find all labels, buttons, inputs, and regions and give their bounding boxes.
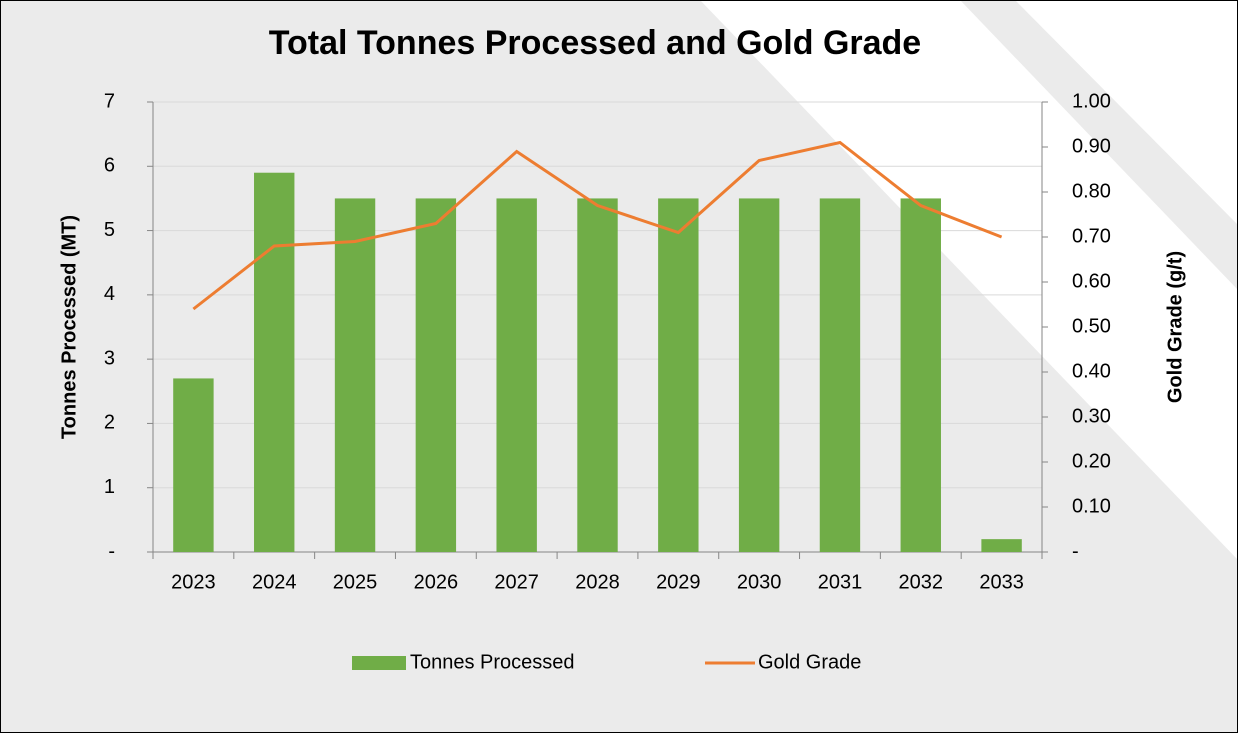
y2-tick-label: 0.90 <box>1072 135 1111 157</box>
y2-tick-label: 0.30 <box>1072 405 1111 427</box>
x-tick-label: 2033 <box>979 571 1024 593</box>
x-tick-label: 2029 <box>656 571 701 593</box>
y2-tick-label: - <box>1072 540 1079 562</box>
bar <box>738 198 780 552</box>
legend-label: Gold Grade <box>758 651 861 673</box>
y-tick-label: 3 <box>104 347 115 369</box>
x-tick-label: 2026 <box>414 571 459 593</box>
background-stripe <box>700 0 1238 560</box>
y2-tick-label: 0.20 <box>1072 450 1111 472</box>
y2-tick-label: 0.80 <box>1072 180 1111 202</box>
chart-title: Total Tonnes Processed and Gold Grade <box>269 24 921 62</box>
y2-tick-label: 0.70 <box>1072 225 1111 247</box>
y2-tick-label: 1.00 <box>1072 90 1111 112</box>
y-tick-label: - <box>108 540 115 562</box>
y2-tick-label: 0.50 <box>1072 315 1111 337</box>
x-tick-label: 2024 <box>252 571 297 593</box>
y-tick-label: 4 <box>104 283 115 305</box>
x-tick-label: 2030 <box>737 571 782 593</box>
y-tick-label: 1 <box>104 476 115 498</box>
y-axis-title: Tonnes Processed (MT) <box>58 215 80 439</box>
x-tick-label: 2032 <box>899 571 944 593</box>
y-tick-label: 5 <box>104 219 115 241</box>
y2-tick-label: 0.10 <box>1072 495 1111 517</box>
y2-tick-label: 0.40 <box>1072 360 1111 382</box>
x-tick-label: 2025 <box>333 571 378 593</box>
bar <box>334 198 376 552</box>
line <box>192 140 1003 311</box>
x-tick-label: 2031 <box>818 571 863 593</box>
legend-label: Tonnes Processed <box>410 651 575 673</box>
bar <box>496 198 537 552</box>
bar <box>415 198 457 552</box>
legend-swatch <box>352 656 406 670</box>
x-tick-label: 2023 <box>171 571 216 593</box>
bar <box>900 198 941 552</box>
background-stripe <box>1015 0 1238 225</box>
bar <box>658 198 699 552</box>
x-tick-label: 2027 <box>494 571 539 593</box>
y2-tick-label: 0.60 <box>1072 270 1111 292</box>
bar <box>173 378 214 552</box>
y-tick-label: 7 <box>104 90 115 112</box>
y-tick-label: 6 <box>104 155 115 177</box>
y2-axis-title: Gold Grade (g/t) <box>1164 251 1186 403</box>
bar <box>577 198 618 552</box>
bar <box>819 198 861 552</box>
x-tick-label: 2028 <box>575 571 620 593</box>
bar <box>981 539 1022 552</box>
bar <box>254 172 295 552</box>
y-tick-label: 2 <box>104 412 115 434</box>
